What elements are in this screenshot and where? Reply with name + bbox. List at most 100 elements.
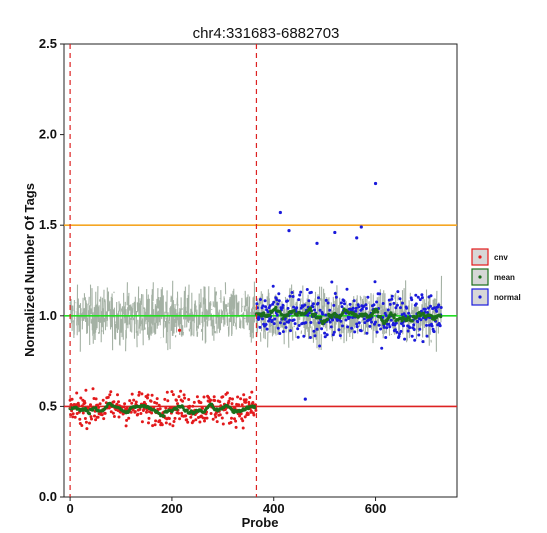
- normal-point: [344, 318, 348, 322]
- normal-point: [340, 305, 344, 309]
- cnv-point: [153, 423, 157, 427]
- normal-point: [321, 312, 325, 316]
- cnv-point: [205, 416, 209, 420]
- normal-point: [421, 340, 425, 344]
- mean-point: [333, 311, 337, 315]
- normal-point: [394, 306, 398, 310]
- normal-point: [288, 318, 291, 322]
- cnv-point: [186, 420, 190, 424]
- y-axis-label: Normalized Number Of Tags: [22, 183, 37, 357]
- normal-point: [425, 323, 428, 327]
- normal-point: [266, 310, 270, 314]
- normal-point: [420, 296, 424, 300]
- normal-point: [288, 294, 292, 298]
- mean-point: [85, 409, 89, 413]
- legend-dot-cnv: [478, 255, 482, 259]
- cnv-point: [250, 390, 254, 394]
- cnv-point: [166, 399, 170, 403]
- cnv-point: [147, 421, 150, 425]
- normal-point: [429, 304, 432, 308]
- cnv-point: [140, 392, 144, 396]
- cnv-point: [164, 406, 168, 410]
- normal-point: [368, 324, 372, 328]
- normal-point: [292, 305, 296, 309]
- cnv-point: [181, 399, 185, 403]
- cnv-point: [209, 412, 213, 415]
- normal-point: [438, 324, 442, 328]
- normal-point: [419, 318, 423, 322]
- normal-point: [286, 306, 290, 310]
- cnv-point: [201, 406, 204, 410]
- normal-point: [372, 303, 376, 307]
- normal-point: [264, 323, 268, 326]
- cnv-point: [237, 403, 241, 407]
- cnv-point: [123, 402, 127, 406]
- cnv-point: [165, 390, 169, 394]
- cnv-point: [218, 400, 222, 404]
- cnv-point: [238, 414, 242, 418]
- mean-point: [185, 408, 189, 412]
- normal-point: [304, 321, 308, 325]
- mean-point: [433, 318, 437, 322]
- normal-point: [316, 301, 320, 305]
- normal-point: [375, 300, 379, 304]
- x-tick-label-2: 400: [263, 501, 285, 516]
- cnv-point: [117, 400, 120, 404]
- cnv-point: [128, 399, 132, 403]
- y-tick-label-2: 1.0: [39, 308, 57, 323]
- legend-label-normal: normal: [494, 293, 521, 302]
- normal-point: [268, 304, 272, 308]
- normal-point: [355, 322, 359, 326]
- normal-point: [362, 304, 366, 308]
- normal-point: [309, 290, 313, 294]
- normal-point: [320, 327, 324, 331]
- mean-point: [393, 313, 397, 317]
- normal-point: [379, 327, 383, 331]
- normal-point: [354, 306, 358, 310]
- mean-point: [410, 319, 414, 323]
- cnv-point: [132, 398, 136, 402]
- normal-point: [427, 306, 430, 310]
- normal-point: [258, 325, 262, 329]
- cnv-point: [137, 390, 141, 394]
- normal-point: [263, 299, 267, 303]
- cnv-point: [187, 398, 191, 401]
- cnv-point: [177, 395, 181, 399]
- normal-point: [273, 317, 277, 321]
- mean-point: [308, 306, 312, 310]
- axes: 0 200 400 600 0.0 0.5 1.0 1.5 2.0 2.5: [39, 36, 386, 516]
- cnv-point: [77, 403, 81, 407]
- cnv-point: [231, 397, 234, 401]
- normal-point: [377, 323, 381, 327]
- legend-dot-mean: [478, 275, 482, 279]
- cnv-point: [146, 396, 149, 400]
- cnv-point: [184, 414, 188, 418]
- mean-point: [87, 412, 92, 416]
- normal-point: [429, 294, 433, 298]
- normal-point: [395, 303, 399, 307]
- mean-point: [387, 315, 391, 319]
- normal-point: [281, 303, 285, 307]
- cnv-point: [198, 420, 202, 424]
- cnv-point: [191, 404, 195, 408]
- cnv-point: [70, 397, 74, 401]
- outlier-point-3: [315, 241, 319, 245]
- cnv-point: [246, 413, 250, 416]
- cnv-point: [252, 413, 256, 417]
- cnv-point: [158, 407, 162, 411]
- cnv-point: [248, 396, 252, 399]
- normal-point: [261, 317, 264, 321]
- mean-point: [278, 309, 282, 313]
- normal-point: [386, 308, 390, 312]
- x-tick-label-1: 200: [161, 501, 183, 516]
- cnv-point: [225, 391, 229, 395]
- cnv-point: [83, 401, 87, 405]
- normal-point: [390, 297, 394, 301]
- normal-point: [357, 321, 361, 325]
- cnv-point: [71, 415, 75, 419]
- normal-point: [404, 314, 408, 318]
- cnv-point: [168, 422, 172, 426]
- normal-point: [398, 297, 402, 301]
- normal-point: [417, 333, 421, 337]
- normal-point: [261, 304, 265, 308]
